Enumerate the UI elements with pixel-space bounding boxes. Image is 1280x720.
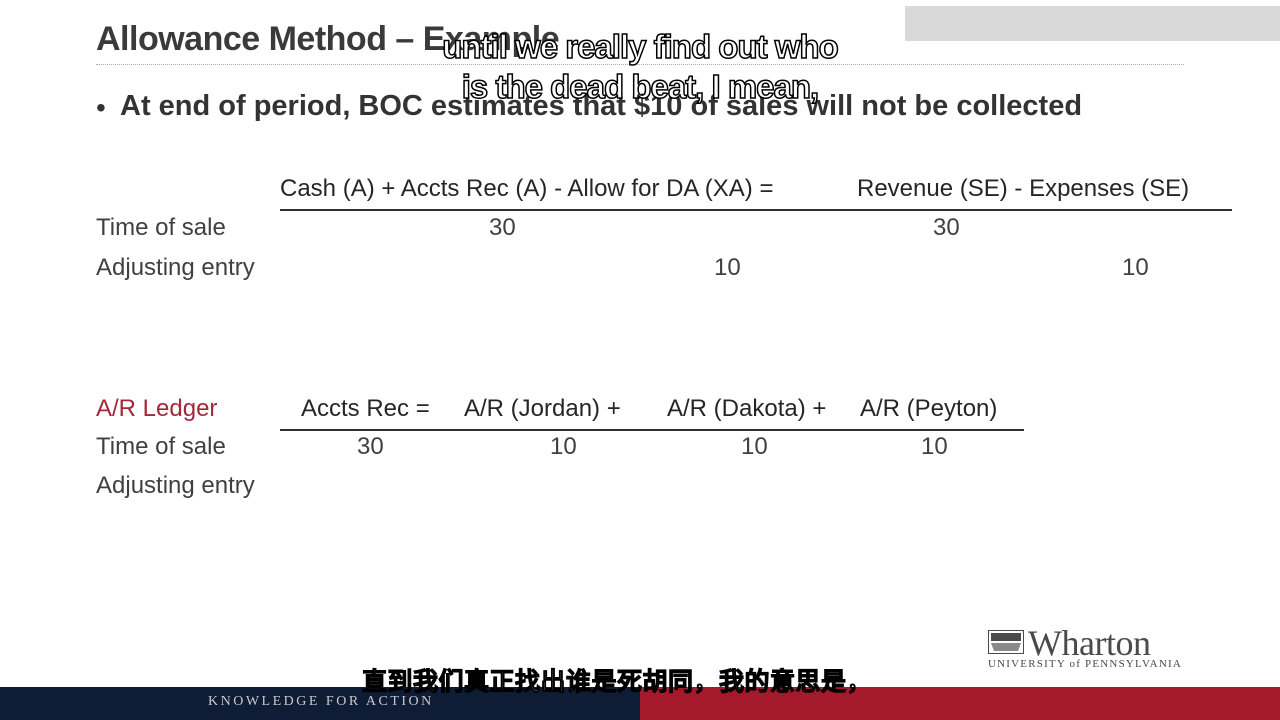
ledger-header-rule xyxy=(280,429,1024,431)
ledger-row-label: Adjusting entry xyxy=(96,472,255,499)
equation-header: Cash (A) + Accts Rec (A) - Allow for DA … xyxy=(280,175,774,202)
equation-header-rule xyxy=(280,209,1232,211)
bullet-text: At end of period, BOC estimates that $10… xyxy=(120,90,1083,122)
bullet-marker: • xyxy=(96,92,106,123)
wharton-logo: Wharton UNIVERSITY of PENNSYLVANIA xyxy=(988,623,1192,674)
footer-navy-bar xyxy=(0,687,640,720)
subtitle-english-line2: is the dead beat, I mean, xyxy=(461,67,820,106)
equation-row-label: Time of sale xyxy=(96,214,226,241)
subtitle-english-line1: until we really find out who xyxy=(441,27,839,66)
logo-subtitle: UNIVERSITY of PENNSYLVANIA xyxy=(988,658,1182,670)
title-divider xyxy=(96,64,1184,65)
equation-cell: 30 xyxy=(933,214,960,241)
subtitle-chinese: 直到我们真正找出谁是死胡同，我的意思是， xyxy=(361,668,873,697)
footer-red-bar xyxy=(640,687,1280,720)
shield-icon xyxy=(988,630,1024,654)
ledger-header: A/R (Dakota) + xyxy=(667,395,827,422)
ledger-cell: 10 xyxy=(741,433,768,460)
ledger-header: Accts Rec = xyxy=(301,395,430,422)
equation-cell: 10 xyxy=(1122,254,1149,281)
equation-cell: 10 xyxy=(714,254,741,281)
ledger-row-label: Time of sale xyxy=(96,433,226,460)
ledger-cell: 10 xyxy=(921,433,948,460)
logo-wordmark: Wharton xyxy=(1028,623,1151,663)
equation-row-label: Adjusting entry xyxy=(96,254,255,281)
top-right-box xyxy=(905,6,1280,41)
ledger-header: A/R (Peyton) xyxy=(860,395,998,422)
equation-cell: 30 xyxy=(489,214,516,241)
ledger-header: A/R (Jordan) + xyxy=(464,395,621,422)
ledger-cell: 10 xyxy=(550,433,577,460)
slide-title: Allowance Method – Example xyxy=(96,20,560,58)
ledger-cell: 30 xyxy=(357,433,384,460)
ledger-label: A/R Ledger xyxy=(96,395,218,422)
equation-header-right: Revenue (SE) - Expenses (SE) xyxy=(857,175,1190,202)
footer-tagline: KNOWLEDGE FOR ACTION xyxy=(208,694,434,709)
